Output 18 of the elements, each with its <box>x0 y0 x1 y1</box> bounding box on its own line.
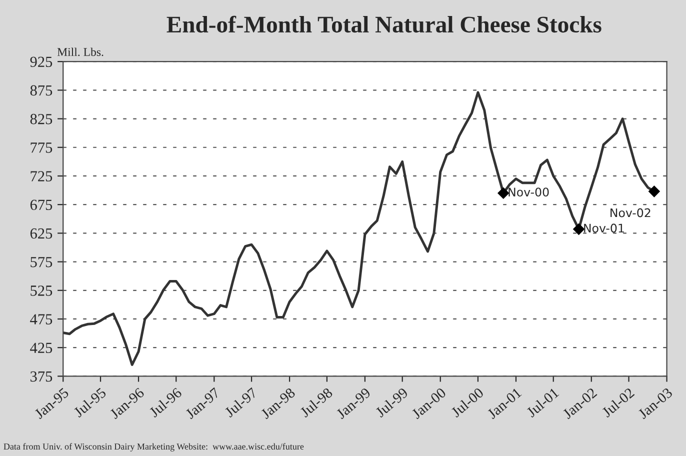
y-tick-label: 875 <box>30 85 52 96</box>
text: Data from Univ. of Wisconsin Dairy Marketing Website: www.aae.wisc.edu/future <box>4 443 304 452</box>
annotation: Nov-00 <box>508 188 549 197</box>
y-tick-label: 475 <box>30 314 52 324</box>
y-tick-label: 425 <box>30 342 52 354</box>
annotation: Nov-02 <box>610 208 650 218</box>
annotation: Nov-01 <box>584 224 624 233</box>
y-tick-label: 925 <box>30 56 52 68</box>
y-tick-label: 675 <box>30 200 52 210</box>
y-tick-label: 575 <box>30 257 52 268</box>
y-tick-label: 525 <box>30 286 52 296</box>
y-tick-label: 825 <box>30 114 52 124</box>
y-tick-label: 625 <box>30 228 52 239</box>
y-tick-label: 375 <box>30 371 52 382</box>
y-axis-title: Mill. Lbs. <box>57 48 104 56</box>
y-tick-label: 725 <box>30 171 52 182</box>
chart-title: End-of-Month Total Natural Cheese Stocks <box>166 16 602 33</box>
y-tick-label: 775 <box>30 142 52 153</box>
